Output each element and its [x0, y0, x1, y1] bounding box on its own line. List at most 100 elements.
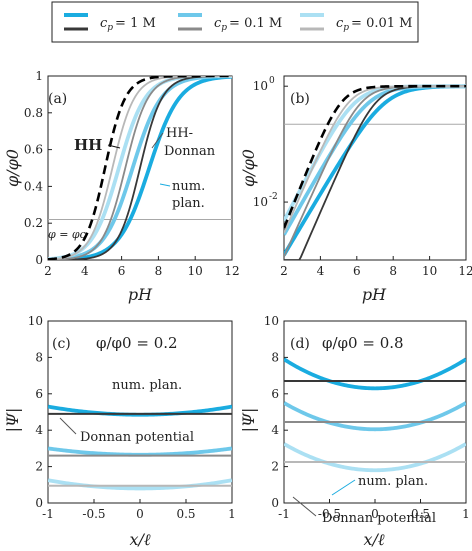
y-tick-label: 1: [35, 69, 43, 83]
y-tick-label: 10: [264, 314, 279, 328]
panel-a: (a) HH HH- Donnan num. plan. φ = φc φ/φ0…: [3, 91, 216, 304]
series-line-num-plan: [284, 357, 466, 391]
y-axis-label: φ/φ0: [239, 149, 258, 187]
plot-frame: [47, 75, 233, 261]
y-tick-label: 2: [271, 460, 279, 474]
y-tick-label: 4: [271, 423, 279, 437]
legend-item-1: cp = 0.1 M: [178, 13, 282, 33]
legend-box: [51, 1, 419, 43]
panel-label: (d): [290, 336, 310, 352]
plot-frame: [283, 75, 467, 261]
y-tick-label: 6: [271, 387, 279, 401]
annotation-donnan-1: HH-: [166, 126, 193, 141]
panel-b: (b) φ/φ0 pH: [239, 91, 387, 304]
leader-num: [159, 183, 171, 187]
x-axis-label: pH: [362, 285, 387, 304]
panel-d: (d) φ/φ0 = 0.8 num. plan. Donnan potenti…: [239, 334, 436, 549]
x-tick-label: 12: [224, 264, 239, 278]
y-tick-label: 6: [35, 387, 43, 401]
series-line-num-plan: [284, 401, 466, 432]
x-tick-label: -0.5: [318, 507, 341, 521]
annotation-donnan: Donnan potential: [322, 511, 436, 526]
series-line-hh: [284, 84, 466, 229]
annotation-phic: φ = φc: [48, 228, 86, 241]
series-line-num-plan: [284, 84, 466, 222]
x-tick-label: 6: [118, 264, 126, 278]
leader-num-d: [331, 479, 356, 496]
series-line-num-plan: [284, 442, 466, 473]
leader-hh: [107, 144, 121, 149]
legend-item-0: cp = 1 M: [64, 13, 156, 33]
x-tick-label: 2: [280, 264, 288, 278]
x-tick-label: 6: [353, 264, 361, 278]
x-tick-label: 0: [136, 507, 144, 521]
y-axis-label: |Ψ|: [3, 408, 22, 433]
y-tick-label: 8: [35, 350, 43, 364]
x-tick-label: -1: [278, 507, 290, 521]
leader-donnan-d: [292, 496, 317, 517]
y-tick-label: 0.2: [24, 216, 43, 230]
y-tick-label: 4: [35, 423, 43, 437]
series-line-hh-donnan: [48, 76, 232, 260]
x-tick-label: 12: [458, 264, 472, 278]
chart-title: φ/φ0 = 0.2: [96, 334, 178, 352]
panel-label: (a): [48, 91, 67, 107]
x-tick-label: 1: [228, 507, 236, 521]
y-tick-label: 0: [35, 496, 43, 510]
x-tick-label: 0.5: [176, 507, 195, 521]
y-tick-exponent: -2: [269, 192, 278, 202]
x-tick-label: 10: [188, 264, 203, 278]
x-axis-label: pH: [128, 285, 153, 304]
x-tick-label: 10: [422, 264, 437, 278]
panel-c: (c) φ/φ0 = 0.2 num. plan. Donnan potenti…: [3, 334, 194, 549]
x-tick-label: 0: [371, 507, 379, 521]
chart-title: φ/φ0 = 0.8: [322, 334, 404, 352]
y-tick-label: 0: [35, 253, 43, 267]
legend: cp = 1 M cp = 0.1 M cp = 0.01 M: [51, 1, 419, 43]
y-axis-label: φ/φ0: [3, 149, 22, 187]
annotation-num-1: num.: [172, 179, 205, 194]
series-line-num-plan: [48, 478, 232, 491]
x-tick-label: -1: [42, 507, 54, 521]
leader-donnan-c: [59, 417, 77, 435]
annotation-donnan-2: Donnan: [164, 144, 216, 159]
annotation-donnan: Donnan potential: [80, 430, 194, 445]
annotation-num-2: plan.: [172, 196, 205, 211]
y-tick-label: 10: [253, 79, 268, 93]
y-tick-label: 2: [35, 460, 43, 474]
annotation-num: num. plan.: [112, 378, 182, 393]
x-tick-label: 4: [317, 264, 325, 278]
panel-label: (c): [52, 336, 71, 352]
leader-donnan: [151, 132, 164, 149]
x-tick-label: 8: [155, 264, 163, 278]
x-tick-label: 2: [44, 264, 52, 278]
y-tick-label: 0: [271, 496, 279, 510]
y-tick-label: 0.6: [24, 143, 43, 157]
y-tick-label: 10: [253, 195, 268, 209]
legend-item-2: cp = 0.01 M: [300, 13, 412, 33]
x-axis-label: x/ℓ: [363, 530, 384, 549]
y-tick-label: 8: [271, 350, 279, 364]
y-tick-label: 0.4: [24, 179, 43, 193]
annotation-hh: HH: [74, 136, 102, 154]
panel-label: (b): [290, 91, 310, 107]
legend-label: cp = 0.01 M: [336, 16, 412, 33]
x-tick-label: -0.5: [82, 507, 105, 521]
legend-label: cp = 0.1 M: [214, 16, 282, 33]
y-tick-label: 10: [28, 314, 43, 328]
series-line-num-plan: [48, 446, 232, 457]
y-axis-label: |Ψ|: [239, 408, 258, 433]
x-axis-label: x/ℓ: [129, 530, 150, 549]
x-tick-label: 1: [462, 507, 470, 521]
series-line-num-plan: [48, 76, 232, 260]
annotation-num: num. plan.: [358, 474, 428, 489]
y-tick-label: 0.8: [24, 106, 43, 120]
x-tick-label: 0.5: [411, 507, 430, 521]
x-tick-label: 8: [389, 264, 397, 278]
series-line-hh: [48, 76, 232, 260]
y-tick-exponent: 0: [269, 76, 275, 86]
legend-label: cp = 1 M: [100, 16, 156, 33]
x-tick-label: 4: [81, 264, 89, 278]
